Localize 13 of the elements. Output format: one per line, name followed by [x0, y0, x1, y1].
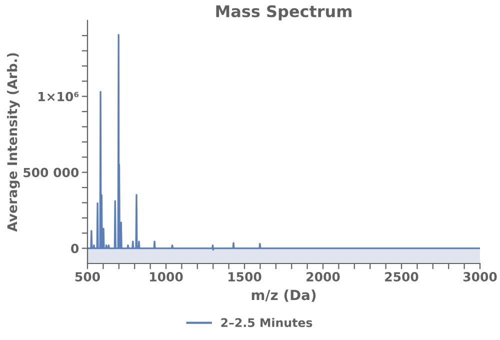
x-tick-label: 500	[75, 272, 100, 282]
x-tick-label: 1000	[150, 272, 183, 282]
x-axis-title: m/z (Da)	[252, 290, 316, 302]
y-axis-title: Average Intensity (Arb.)	[6, 53, 20, 232]
y-tick-label: 500 000	[24, 168, 79, 178]
x-tick-label: 2500	[385, 272, 418, 282]
x-tick-label: 3000	[463, 272, 497, 282]
x-tick-label: 2000	[306, 272, 340, 282]
chart-title: Mass Spectrum	[216, 5, 352, 20]
y-tick-label: 1×10⁶	[38, 92, 79, 102]
y-tick-label: 0	[71, 244, 79, 254]
legend-label: 2–2.5 Minutes	[221, 318, 312, 328]
x-tick-label: 1500	[228, 272, 262, 282]
